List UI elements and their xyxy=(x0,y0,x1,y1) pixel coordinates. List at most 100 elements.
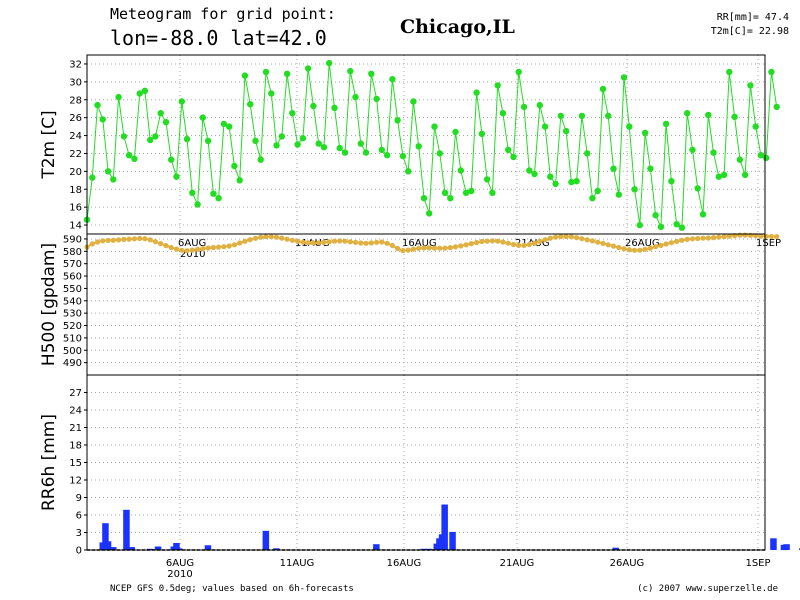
t2m-point xyxy=(304,65,312,72)
y-tick-label: 24 xyxy=(69,406,82,417)
t2m-point xyxy=(589,195,596,202)
h500-point xyxy=(310,240,316,246)
h500-point xyxy=(468,241,474,247)
t2m-point xyxy=(568,178,575,186)
t2m-point xyxy=(99,116,107,123)
t2m-point xyxy=(478,130,486,137)
h500-point xyxy=(168,244,174,251)
h500-point xyxy=(137,235,143,242)
h500-point xyxy=(679,237,685,243)
t2m-point xyxy=(283,70,291,78)
t2m-point xyxy=(684,110,691,117)
y-tick-label: 12 xyxy=(69,476,82,487)
h500-point xyxy=(458,243,464,249)
h500-point xyxy=(416,245,422,251)
h500-point xyxy=(173,246,180,252)
t2m-point xyxy=(578,112,586,120)
rr6h-bar xyxy=(128,547,135,550)
t2m-point xyxy=(204,137,212,145)
t2m-point xyxy=(347,67,354,75)
h500-point xyxy=(273,234,280,240)
y-tick-label: 500 xyxy=(63,346,82,357)
t2m-point xyxy=(689,146,696,154)
t2m-point xyxy=(526,167,533,174)
y-tick-label: 560 xyxy=(63,272,82,283)
t2m-point xyxy=(652,212,659,219)
t2m-point xyxy=(678,224,686,231)
h500-point xyxy=(158,241,164,247)
t2m-point xyxy=(573,178,580,185)
t2m-point xyxy=(531,170,538,178)
y-tick-label: 18 xyxy=(69,441,82,452)
y-tick-label: 21 xyxy=(69,423,82,434)
rr6h-bar xyxy=(373,544,380,550)
y-tick-label: 24 xyxy=(69,131,82,142)
h500-point xyxy=(284,236,290,242)
t2m-point xyxy=(125,152,133,159)
h500-point xyxy=(537,238,543,244)
rr6h-bar xyxy=(204,545,212,550)
x-tick-label: 26AUG xyxy=(625,238,660,249)
t2m-point xyxy=(494,82,501,89)
y-tick-label: 16 xyxy=(69,203,82,214)
t2m-point xyxy=(731,113,738,121)
t2m-point xyxy=(584,150,591,157)
t2m-point xyxy=(368,70,375,78)
h500-point xyxy=(774,234,780,240)
t2m-point xyxy=(752,123,759,130)
t2m-point xyxy=(341,149,349,156)
h500-point xyxy=(352,239,359,245)
rr6h-bar xyxy=(175,548,183,551)
t2m-point xyxy=(147,136,154,144)
h500-point xyxy=(500,239,506,245)
h500-point xyxy=(379,239,385,245)
t2m-point xyxy=(278,133,285,140)
h500-point xyxy=(226,243,232,249)
h500-point xyxy=(600,240,606,246)
y-axis-label: RR6h [mm] xyxy=(39,414,59,511)
x-tick-label: 1SEP xyxy=(745,558,770,569)
x-tick-label: 6AUG xyxy=(166,558,194,569)
h500-point xyxy=(368,240,374,246)
rr6h-bar xyxy=(110,547,117,550)
h500-point xyxy=(584,237,590,243)
h500-point xyxy=(263,234,269,240)
h500-point xyxy=(463,242,469,248)
location-name: Chicago,IL xyxy=(400,16,515,38)
t2m-point xyxy=(515,68,522,76)
t2m-point xyxy=(210,190,217,197)
t2m-point xyxy=(120,133,128,140)
h500-point xyxy=(447,245,453,251)
t2m-point xyxy=(536,101,543,109)
h500-point xyxy=(616,244,622,251)
t2m-point xyxy=(320,144,328,151)
t2m-point xyxy=(315,140,322,147)
t2m-point xyxy=(220,120,228,128)
t2m-point xyxy=(452,128,459,136)
y-tick-label: 22 xyxy=(69,149,82,160)
h500-point xyxy=(568,234,575,240)
h500-point xyxy=(105,237,111,243)
t2m-point xyxy=(173,173,180,180)
h500-point xyxy=(653,244,659,250)
x-tick-label: 16AUG xyxy=(387,558,422,569)
rr6h-bar xyxy=(154,546,162,550)
h500-point xyxy=(663,241,669,247)
t2m-point xyxy=(199,114,206,121)
y-tick-label: 580 xyxy=(63,247,82,258)
h500-point xyxy=(547,235,553,241)
h500-point xyxy=(553,234,559,240)
t2m-point xyxy=(215,195,222,202)
t2m-point xyxy=(357,140,364,147)
t2m-point xyxy=(373,95,380,103)
y-tick-label: 6 xyxy=(76,511,82,522)
y-tick-label: 28 xyxy=(69,95,82,106)
h500-point xyxy=(100,238,106,244)
t2m-point xyxy=(773,103,780,111)
t2m-point xyxy=(431,123,438,130)
t2m-point xyxy=(247,101,254,108)
h500-point xyxy=(484,238,490,244)
t2m-point xyxy=(641,129,649,137)
h500-point xyxy=(305,240,311,246)
t2m-point xyxy=(636,221,643,229)
